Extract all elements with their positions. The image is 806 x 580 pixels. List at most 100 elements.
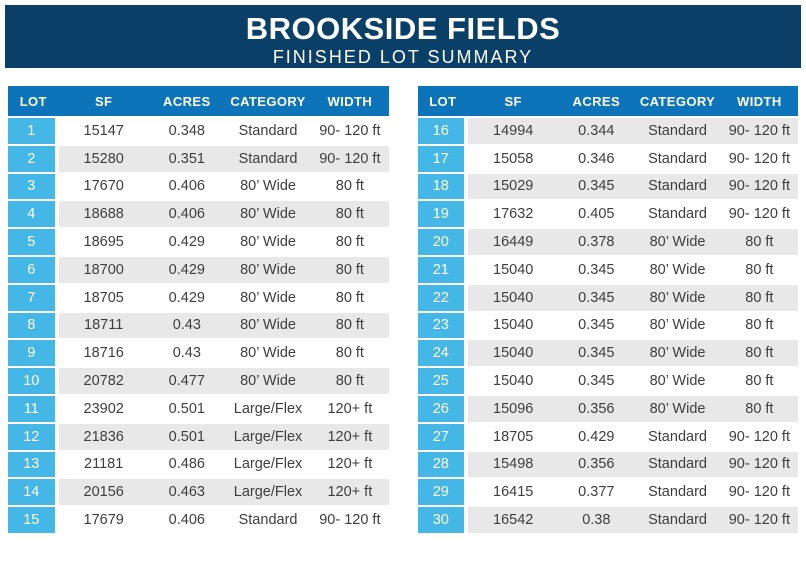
- cell-width: 90- 120 ft: [720, 449, 798, 478]
- cell-category: Standard: [634, 199, 721, 228]
- cell-lot: 19: [417, 199, 469, 228]
- cell-width: 80 ft: [720, 227, 798, 255]
- lot-row-3: 3 17670 0.406 80’ Wide 80 ft: [8, 171, 389, 200]
- cell-width: 80 ft: [720, 282, 798, 311]
- cell-width: 80 ft: [720, 366, 798, 394]
- column-header-width: WIDTH: [311, 86, 389, 116]
- cell-category: 80’ Wide: [634, 227, 721, 255]
- cell-sf: 17632: [468, 199, 559, 228]
- lot-row-6: 6 18700 0.429 80’ Wide 80 ft: [8, 254, 389, 283]
- cell-lot: 6: [8, 254, 59, 283]
- column-header-sf: SF: [58, 86, 149, 116]
- cell-width: 120+ ft: [311, 421, 389, 450]
- cell-lot: 17: [417, 143, 469, 172]
- cell-category: 80’ Wide: [634, 254, 721, 283]
- tables-container: LOT SF ACRES CATEGORY WIDTH 1 15147 0.348 Standa…: [0, 68, 806, 533]
- title-banner: BROOKSIDE FIELDS FINISHED LOT SUMMARY: [5, 5, 801, 68]
- cell-sf: 15040: [468, 366, 559, 394]
- cell-acres: 0.406: [148, 199, 225, 228]
- cell-lot: 2: [8, 143, 59, 172]
- cell-category: Large/Flex: [224, 393, 312, 422]
- cell-category: Standard: [224, 143, 312, 172]
- cell-width: 80 ft: [311, 171, 389, 200]
- lot-row-23: 23 15040 0.345 80’ Wide 80 ft: [417, 310, 798, 339]
- lot-row-26: 26 15096 0.356 80’ Wide 80 ft: [417, 393, 798, 422]
- lot-row-13: 13 21181 0.486 Large/Flex 120+ ft: [8, 449, 389, 478]
- page-subtitle: FINISHED LOT SUMMARY: [272, 47, 534, 67]
- lot-row-9: 9 18716 0.43 80’ Wide 80 ft: [8, 338, 389, 367]
- cell-lot: 3: [8, 171, 59, 200]
- lot-row-4: 4 18688 0.406 80’ Wide 80 ft: [8, 199, 389, 228]
- cell-width: 120+ ft: [311, 449, 389, 478]
- cell-sf: 18688: [58, 199, 149, 228]
- lot-row-16: 16 14994 0.344 Standard 90- 120 ft: [417, 116, 798, 144]
- cell-category: 80’ Wide: [634, 393, 721, 422]
- cell-category: 80’ Wide: [224, 199, 312, 228]
- cell-width: 90- 120 ft: [720, 199, 798, 228]
- cell-lot: 11: [8, 393, 59, 422]
- cell-width: 80 ft: [311, 338, 389, 367]
- cell-sf: 15040: [468, 310, 559, 339]
- cell-acres: 0.345: [558, 366, 635, 394]
- cell-lot: 18: [417, 171, 469, 200]
- lot-row-1: 1 15147 0.348 Standard 90- 120 ft: [8, 116, 389, 144]
- cell-category: 80’ Wide: [224, 171, 312, 200]
- lot-row-17: 17 15058 0.346 Standard 90- 120 ft: [417, 143, 798, 172]
- cell-lot: 26: [417, 393, 469, 422]
- cell-category: Standard: [634, 116, 721, 144]
- cell-acres: 0.378: [558, 227, 635, 255]
- lot-row-24: 24 15040 0.345 80’ Wide 80 ft: [417, 338, 798, 367]
- cell-lot: 29: [417, 477, 469, 506]
- cell-sf: 16449: [468, 227, 559, 255]
- lot-row-7: 7 18705 0.429 80’ Wide 80 ft: [8, 282, 389, 311]
- cell-width: 90- 120 ft: [311, 505, 389, 533]
- cell-sf: 16415: [468, 477, 559, 506]
- lot-row-19: 19 17632 0.405 Standard 90- 120 ft: [417, 199, 798, 228]
- header-row: LOT SF ACRES CATEGORY WIDTH: [417, 86, 798, 116]
- cell-width: 80 ft: [720, 310, 798, 339]
- cell-category: 80’ Wide: [634, 366, 721, 394]
- lot-row-8: 8 18711 0.43 80’ Wide 80 ft: [8, 310, 389, 339]
- cell-sf: 18700: [58, 254, 149, 283]
- column-header-category: CATEGORY: [634, 86, 721, 116]
- cell-lot: 4: [8, 199, 59, 228]
- cell-width: 120+ ft: [311, 393, 389, 422]
- cell-width: 80 ft: [311, 310, 389, 339]
- column-header-sf: SF: [468, 86, 559, 116]
- lot-row-14: 14 20156 0.463 Large/Flex 120+ ft: [8, 477, 389, 506]
- cell-acres: 0.348: [148, 116, 225, 144]
- cell-acres: 0.345: [558, 282, 635, 311]
- cell-acres: 0.406: [148, 171, 225, 200]
- cell-width: 80 ft: [311, 227, 389, 255]
- cell-lot: 1: [8, 116, 59, 144]
- cell-lot: 22: [417, 282, 469, 311]
- cell-category: 80’ Wide: [224, 254, 312, 283]
- cell-acres: 0.345: [558, 254, 635, 283]
- cell-lot: 13: [8, 449, 59, 478]
- cell-sf: 18711: [58, 310, 149, 339]
- cell-acres: 0.38: [558, 505, 635, 533]
- lot-table-right: LOT SF ACRES CATEGORY WIDTH 16 14994 0.344 Stand…: [417, 86, 798, 533]
- column-header-acres: ACRES: [148, 86, 225, 116]
- cell-acres: 0.477: [148, 366, 225, 394]
- column-header-acres: ACRES: [558, 86, 635, 116]
- cell-lot: 25: [417, 366, 469, 394]
- cell-lot: 7: [8, 282, 59, 311]
- cell-acres: 0.501: [148, 393, 225, 422]
- cell-category: 80’ Wide: [224, 338, 312, 367]
- cell-sf: 18716: [58, 338, 149, 367]
- cell-sf: 20782: [58, 366, 149, 394]
- lot-row-10: 10 20782 0.477 80’ Wide 80 ft: [8, 366, 389, 394]
- cell-sf: 23902: [58, 393, 149, 422]
- cell-category: 80’ Wide: [634, 338, 721, 367]
- lot-row-15: 15 17679 0.406 Standard 90- 120 ft: [8, 505, 389, 533]
- lot-row-29: 29 16415 0.377 Standard 90- 120 ft: [417, 477, 798, 506]
- cell-category: Standard: [634, 477, 721, 506]
- cell-category: Large/Flex: [224, 421, 312, 450]
- lot-row-20: 20 16449 0.378 80’ Wide 80 ft: [417, 227, 798, 255]
- cell-width: 120+ ft: [311, 477, 389, 506]
- cell-acres: 0.356: [558, 449, 635, 478]
- cell-width: 80 ft: [311, 199, 389, 228]
- cell-sf: 21836: [58, 421, 149, 450]
- cell-sf: 15040: [468, 254, 559, 283]
